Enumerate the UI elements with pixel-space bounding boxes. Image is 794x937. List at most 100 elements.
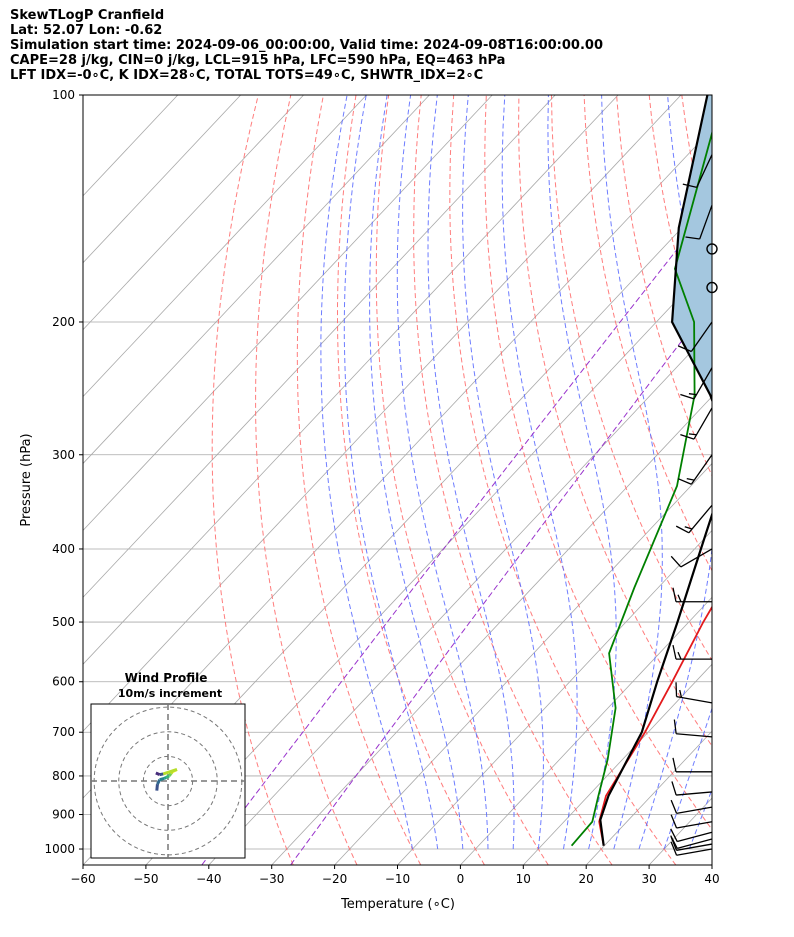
wind-barb-staff — [699, 204, 713, 240]
dry-adiabat — [337, 95, 485, 865]
wind-barb-feather — [670, 799, 678, 814]
y-tick-label: 800 — [52, 769, 75, 783]
y-tick-label: 900 — [52, 808, 75, 822]
hodograph-segment — [159, 772, 164, 777]
x-tick-label: −30 — [259, 872, 284, 886]
cape-line: CAPE=28 j/kg, CIN=0 j/kg, LCL=915 hPa, L… — [10, 53, 506, 68]
wind-barb-feather — [672, 645, 677, 660]
hodograph-segment — [156, 779, 162, 785]
dry-adiabat — [375, 95, 549, 865]
wind-barb-feather — [675, 682, 678, 697]
moist-adiabat — [688, 788, 712, 850]
moist-adiabat — [601, 95, 663, 850]
wind-barb-feather — [670, 828, 678, 842]
y-tick-label: 700 — [52, 725, 75, 739]
location-line: Lat: 52.07 Lon: -0.62 — [10, 23, 163, 38]
wind-barb-feather — [686, 477, 695, 481]
isotherm — [83, 95, 241, 264]
wind-barb-feather — [688, 433, 697, 436]
wind-barb-staff — [676, 806, 713, 815]
isotherm — [83, 95, 304, 331]
hodograph-plot — [91, 704, 245, 858]
hodograph-segment — [168, 772, 173, 777]
dry-adiabat — [296, 95, 422, 865]
dry-adiabat — [484, 95, 712, 831]
wind-barb-feather — [677, 594, 682, 603]
wind-barb-feather — [688, 393, 697, 396]
wind-barb-feather — [672, 587, 677, 602]
x-tick-label: 30 — [641, 872, 656, 886]
wind-barb-staff — [693, 367, 713, 400]
wind-barb-feather — [670, 835, 678, 849]
wind-barb-feather — [680, 434, 695, 440]
dry-adiabat — [583, 95, 712, 572]
wind-barb-feather — [684, 526, 693, 530]
isotherm — [397, 529, 712, 865]
x-tick-label: −40 — [196, 872, 221, 886]
y-tick-label: 300 — [52, 448, 75, 462]
wind-barb-staff — [676, 791, 713, 796]
dry-adiabat — [747, 95, 794, 865]
x-tick-label: −20 — [322, 872, 347, 886]
wind-barb-feather — [673, 719, 677, 734]
wind-barb-staff — [676, 843, 713, 851]
isotherm — [648, 797, 712, 865]
hodograph-segment — [155, 784, 159, 791]
moist-adiabat — [320, 95, 413, 850]
moist-adiabat — [396, 95, 489, 850]
profile-lines-layer — [570, 95, 712, 847]
wind-barb-staff — [677, 838, 713, 849]
wind-barb-feather — [679, 689, 683, 698]
wind-barb-staff — [688, 504, 713, 534]
isotherm — [208, 329, 712, 865]
x-tick-label: −50 — [133, 872, 158, 886]
wind-barb-feather — [677, 651, 682, 660]
dry-adiabat — [449, 95, 677, 865]
isotherm — [711, 864, 712, 865]
moist-adiabat — [714, 95, 794, 849]
wind-barb-feather — [671, 781, 677, 796]
y-tick-label: 100 — [52, 88, 75, 102]
moist-adiabat — [638, 95, 712, 850]
moist-adiabat — [369, 95, 464, 850]
temperature-line — [598, 605, 712, 846]
hodograph-inset: Wind Profile 10m/s increment — [90, 671, 246, 859]
y-tick-label: 500 — [52, 615, 75, 629]
isotherm — [83, 95, 430, 465]
wind-barb-staff — [676, 695, 713, 704]
isotherm — [271, 396, 712, 865]
chart-title: SkewTLogP Cranfield — [10, 8, 165, 23]
x-tick-label: 40 — [704, 872, 719, 886]
y-tick-label: 200 — [52, 315, 75, 329]
y-tick-label: 1000 — [44, 842, 75, 856]
wind-barb-feather — [680, 393, 695, 400]
mixing-ratio-line — [290, 300, 712, 865]
x-tick-label: 0 — [457, 872, 465, 886]
moist-adiabat — [501, 95, 578, 850]
wind-barb-staff — [690, 321, 713, 352]
parcel-line — [599, 95, 712, 846]
dry-adiabat — [780, 95, 794, 865]
hodograph-segment — [162, 768, 178, 776]
y-axis-label: Pressure (hPa) — [19, 433, 34, 526]
wind-barb-staff — [680, 548, 713, 568]
isotherm — [83, 95, 493, 532]
dry-adiabat — [255, 95, 358, 865]
isotherm — [83, 95, 682, 732]
x-axis-label: Temperature (∘C) — [340, 897, 455, 912]
wind-barb-feather — [682, 183, 697, 188]
hodograph-segment — [163, 776, 167, 780]
x-tick-label: −10 — [385, 872, 410, 886]
isotherm — [523, 663, 712, 865]
wind-barb-feather — [677, 478, 692, 485]
wind-barb-feather — [675, 525, 690, 534]
wind-barb-staff — [696, 154, 713, 188]
wind-barb-staff — [677, 831, 713, 843]
index-line: LFT IDX=-0∘C, K IDX=28∘C, TOTAL TOTS=49∘… — [10, 68, 484, 83]
hodograph-subtitle: 10m/s increment — [118, 687, 222, 700]
dry-adiabat — [648, 95, 712, 373]
hodograph-segment — [165, 774, 170, 779]
y-tick-label: 600 — [52, 675, 75, 689]
axes-layer: −60 −50 −40 −30 −20 −10 0 10 20 30 40 1000 900 800 700… — [44, 88, 719, 886]
y-tick-label: 400 — [52, 542, 75, 556]
